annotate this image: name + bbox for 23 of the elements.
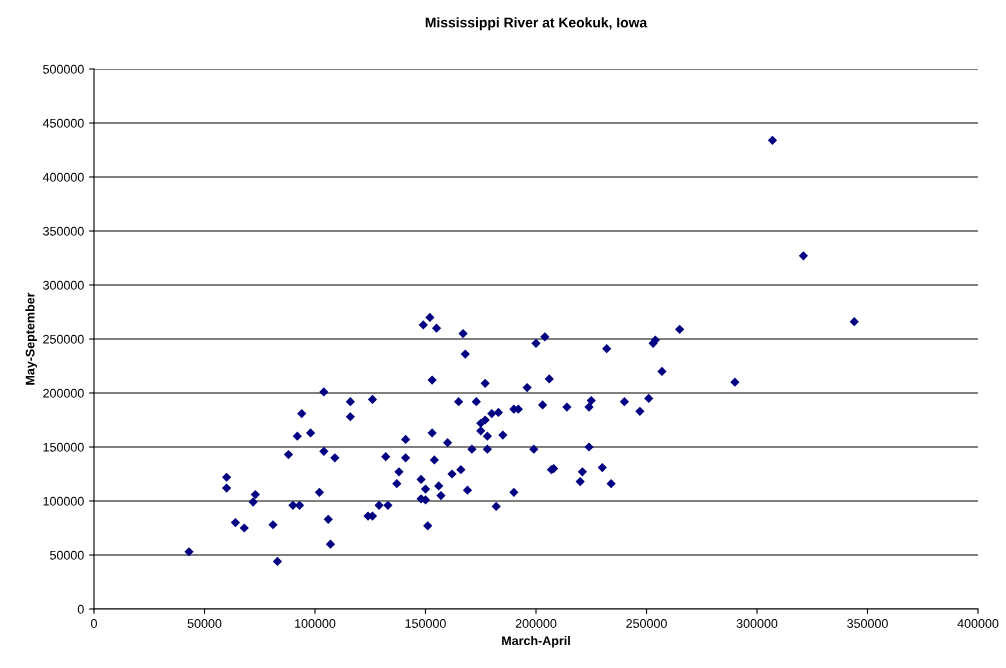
y-tick-label: 100000 [43,496,84,506]
x-tick-label: 50000 [187,619,222,628]
x-tick-label: 0 [91,619,97,628]
y-tick-label: 450000 [42,118,84,128]
y-tick-label: 150000 [43,442,84,452]
x-tick-label: 300000 [736,619,778,628]
x-tick-label: 200000 [515,619,557,628]
y-tick-label: 200000 [43,388,84,398]
y-tick-label: 350000 [43,226,84,236]
x-tick-label: 400000 [957,619,999,628]
x-axis-title: March-April [502,635,570,648]
y-axis-title: May-September [25,292,38,385]
y-tick-label: 300000 [43,280,84,290]
x-tick-label: 150000 [405,619,446,628]
x-tick-label: 250000 [626,619,667,628]
y-tick-label: 0 [77,604,84,614]
y-tick-label: 500000 [43,64,84,74]
y-tick-label: 400000 [42,172,84,182]
y-tick-label: 50000 [50,550,84,560]
y-tick-label: 250000 [43,334,84,344]
x-tick-label: 350000 [847,619,888,628]
chart-title: Mississippi River at Keokuk, Iowa [425,17,648,31]
x-tick-label: 100000 [295,619,336,628]
